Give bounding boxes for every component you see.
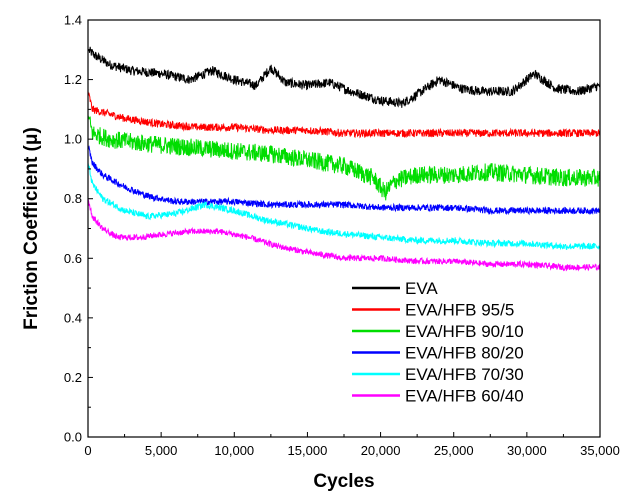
legend: EVA EVA/HFB 95/5 EVA/HFB 90/10 EVA/HFB 80/2…	[352, 279, 524, 406]
series-line-6	[87, 198, 601, 272]
legend-label-1: EVA	[405, 279, 438, 298]
x-axis-title: Cycles	[313, 471, 374, 492]
y-tick-label: 0.0	[64, 430, 82, 445]
y-tick-label: 1.2	[64, 72, 82, 87]
x-tick-label: 5,000	[145, 443, 178, 458]
y-tick-label: 1.4	[64, 13, 82, 28]
y-tick-label: 0.6	[64, 251, 82, 266]
x-tick-label: 20,000	[361, 443, 401, 458]
y-tick-label: 0.8	[64, 191, 82, 206]
x-tick-label: 35,000	[580, 443, 620, 458]
series-line-4	[87, 144, 601, 216]
y-tick-label: 0.4	[64, 310, 82, 325]
legend-label-6: EVA/HFB 60/40	[405, 387, 524, 406]
series-line-3	[87, 115, 601, 201]
y-axis-title: Friction Coefficient (μ)	[21, 127, 42, 330]
axis-ticks: 0 5,000 10,000 15,000 20,000 25,000 30,000 35,0…	[64, 13, 620, 459]
series-line-5	[87, 162, 601, 251]
legend-label-5: EVA/HFB 70/30	[405, 365, 524, 384]
x-tick-label: 10,000	[214, 443, 254, 458]
legend-label-2: EVA/HFB 95/5	[405, 301, 514, 320]
x-tick-label: 15,000	[288, 443, 328, 458]
y-tick-label: 1.0	[64, 132, 82, 147]
x-tick-label: 25,000	[434, 443, 474, 458]
x-tick-label: 0	[84, 443, 91, 458]
y-tick-label: 0.2	[64, 370, 82, 385]
legend-label-4: EVA/HFB 80/20	[405, 344, 524, 363]
series-line-1	[87, 46, 601, 108]
legend-label-3: EVA/HFB 90/10	[405, 322, 524, 341]
series-line-2	[87, 91, 601, 139]
series-layer	[87, 46, 601, 272]
x-tick-label: 30,000	[507, 443, 547, 458]
